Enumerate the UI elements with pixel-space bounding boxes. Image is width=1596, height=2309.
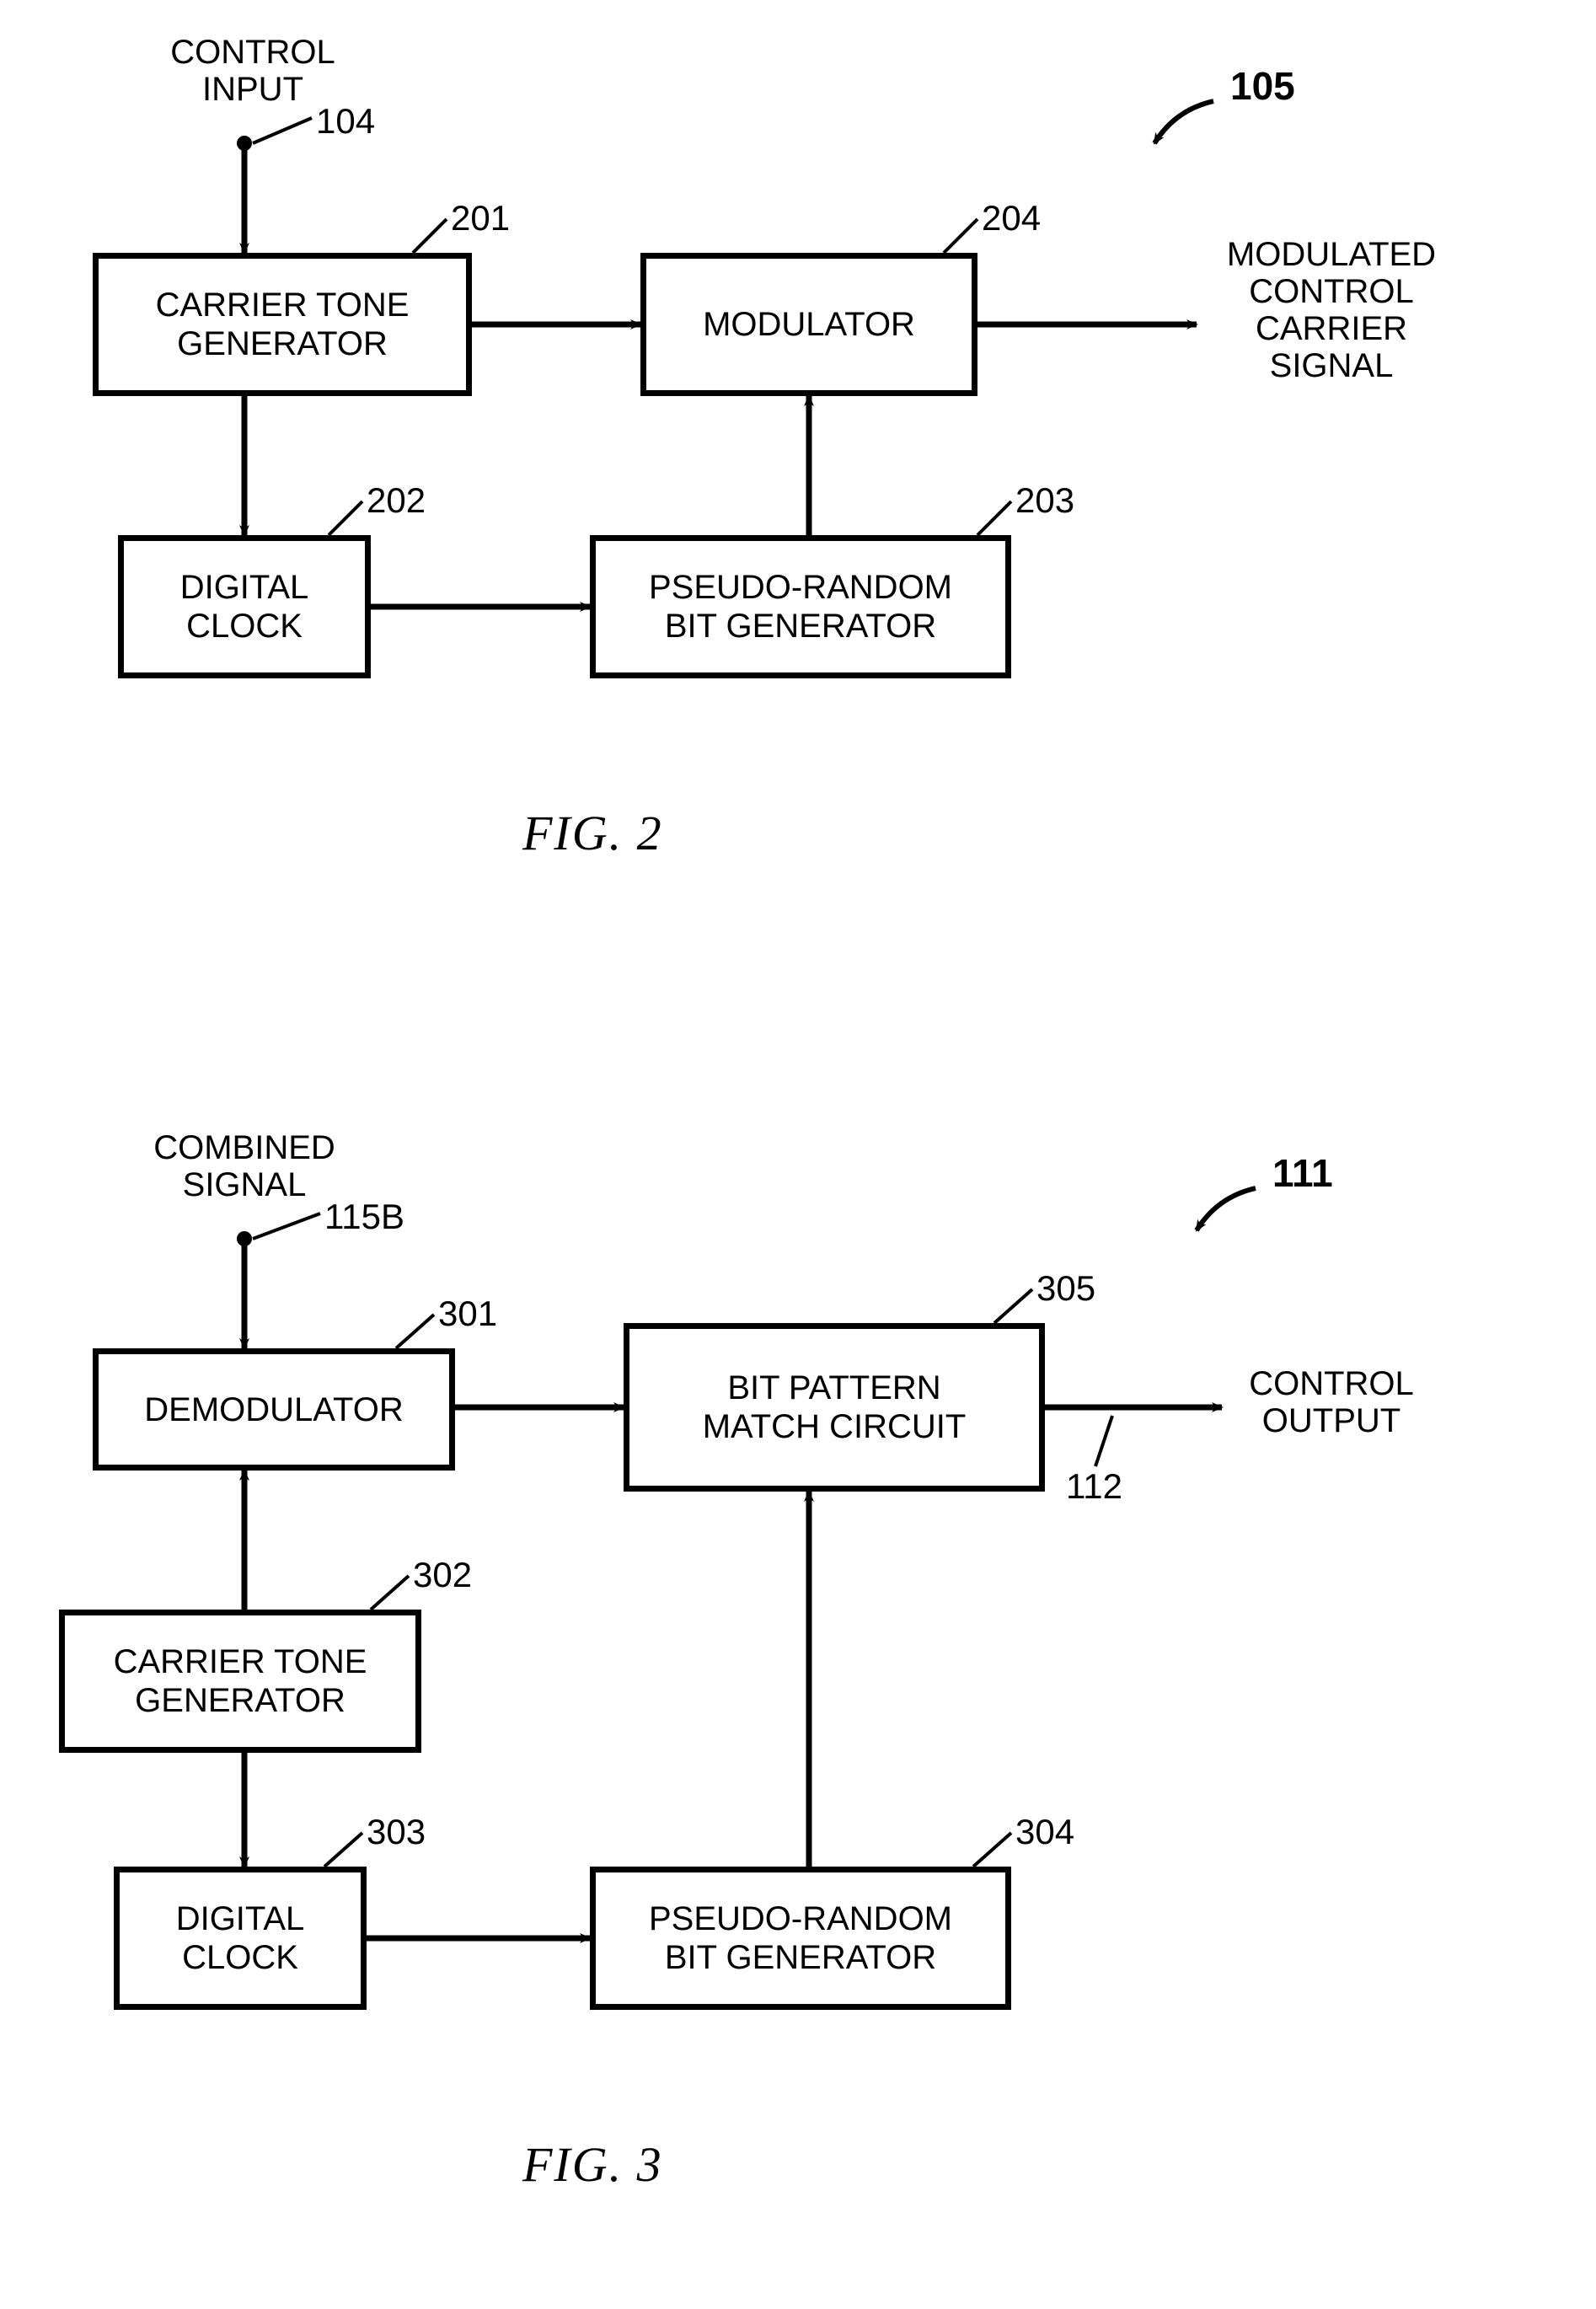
fig2-output-label: MODULATED CONTROL CARRIER SIGNAL	[1205, 236, 1458, 384]
fig3-carrier-box: CARRIER TONE GENERATOR	[59, 1610, 421, 1753]
fig3-clock-ref: 303	[367, 1812, 426, 1852]
fig3-prbg-ref: 304	[1015, 1812, 1074, 1852]
fig2-carrier-label: CARRIER TONE GENERATOR	[156, 286, 410, 363]
fig2-modulator-label: MODULATOR	[703, 305, 915, 344]
fig2-modulator-box: MODULATOR	[640, 253, 977, 396]
fig3-bitmatch-ref: 305	[1036, 1268, 1095, 1309]
fig3-bitmatch-label: BIT PATTERN MATCH CIRCUIT	[703, 1369, 967, 1446]
fig2-modulator-ref: 204	[982, 198, 1041, 238]
fig3-clock-label: DIGITAL CLOCK	[176, 1899, 305, 1977]
fig3-input-label: COMBINED SIGNAL	[152, 1129, 337, 1203]
fig3-main-ref: 111	[1272, 1150, 1333, 1196]
fig2-clock-box: DIGITAL CLOCK	[118, 535, 371, 678]
fig3-input-ref: 115B	[324, 1197, 404, 1237]
fig3-output-label: CONTROL OUTPUT	[1230, 1365, 1433, 1439]
fig2-clock-label: DIGITAL CLOCK	[180, 568, 309, 646]
fig3-prbg-box: PSEUDO-RANDOM BIT GENERATOR	[590, 1867, 1011, 2010]
fig3-demod-box: DEMODULATOR	[93, 1348, 455, 1471]
fig2-main-ref: 105	[1230, 63, 1295, 109]
fig3-demod-label: DEMODULATOR	[144, 1390, 403, 1429]
fig3-carrier-label: CARRIER TONE GENERATOR	[114, 1642, 367, 1720]
fig3-prbg-label: PSEUDO-RANDOM BIT GENERATOR	[649, 1899, 952, 1977]
fig2-input-ref: 104	[316, 101, 375, 142]
diagram-canvas: CONTROL INPUT 104 105 CARRIER TONE GENER…	[34, 34, 1562, 2275]
fig3-carrier-ref: 302	[413, 1555, 472, 1595]
fig2-prbg-ref: 203	[1015, 480, 1074, 521]
fig2-carrier-ref: 201	[451, 198, 510, 238]
fig2-prbg-label: PSEUDO-RANDOM BIT GENERATOR	[649, 568, 952, 646]
fig2-clock-ref: 202	[367, 480, 426, 521]
fig2-input-label: CONTROL INPUT	[160, 34, 345, 108]
fig2-carrier-box: CARRIER TONE GENERATOR	[93, 253, 472, 396]
fig2-caption: FIG. 2	[522, 805, 663, 861]
fig3-caption: FIG. 3	[522, 2136, 663, 2193]
fig2-prbg-box: PSEUDO-RANDOM BIT GENERATOR	[590, 535, 1011, 678]
fig3-bitmatch-box: BIT PATTERN MATCH CIRCUIT	[624, 1323, 1045, 1492]
fig3-output-ref: 112	[1066, 1466, 1122, 1507]
fig3-clock-box: DIGITAL CLOCK	[114, 1867, 367, 2010]
fig3-demod-ref: 301	[438, 1294, 497, 1334]
